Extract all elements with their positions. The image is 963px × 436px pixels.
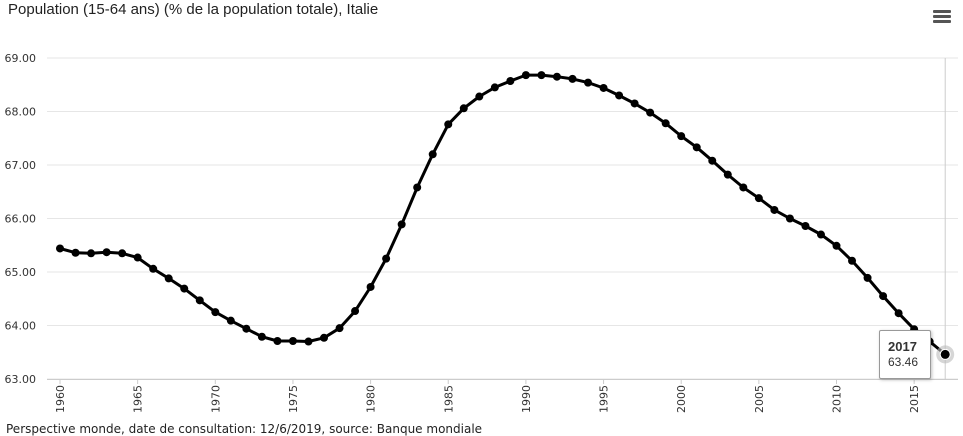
- data-point[interactable]: [118, 249, 127, 258]
- data-point[interactable]: [257, 332, 266, 341]
- data-point[interactable]: [226, 316, 235, 325]
- data-point[interactable]: [708, 156, 717, 165]
- x-tick-label: 1980: [365, 385, 378, 413]
- x-tick-label: 1975: [287, 385, 300, 413]
- data-point[interactable]: [304, 337, 313, 346]
- x-tick-label: 1960: [54, 385, 67, 413]
- data-point[interactable]: [584, 78, 593, 87]
- data-point[interactable]: [537, 71, 546, 80]
- data-point[interactable]: [428, 150, 437, 159]
- data-point[interactable]: [568, 74, 577, 83]
- series-line: [59, 73, 947, 356]
- data-point[interactable]: [56, 244, 64, 253]
- y-tick-label: 63.00: [5, 373, 37, 386]
- data-point[interactable]: [863, 273, 872, 282]
- data-point[interactable]: [444, 120, 453, 129]
- x-tick-label: 2005: [753, 385, 766, 413]
- data-point[interactable]: [739, 183, 748, 192]
- data-point[interactable]: [273, 337, 282, 346]
- data-point[interactable]: [661, 119, 670, 128]
- data-point[interactable]: [180, 284, 189, 293]
- data-point[interactable]: [785, 214, 794, 223]
- data-point[interactable]: [366, 282, 375, 291]
- data-point[interactable]: [848, 256, 857, 265]
- data-point[interactable]: [133, 253, 142, 262]
- data-point[interactable]: [521, 71, 530, 80]
- data-point[interactable]: [320, 333, 329, 342]
- data-point[interactable]: [211, 308, 220, 317]
- y-tick-label: 67.00: [5, 159, 37, 172]
- y-tick-label: 65.00: [5, 266, 37, 279]
- y-tick-label: 68.00: [5, 106, 37, 119]
- tooltip: 2017 63.46: [879, 330, 931, 379]
- x-tick-label: 1990: [520, 385, 533, 413]
- data-point[interactable]: [382, 254, 391, 263]
- x-tick-label: 2015: [908, 385, 921, 413]
- tooltip-year: 2017: [888, 339, 917, 354]
- data-point[interactable]: [195, 296, 204, 305]
- x-tick-label: 1970: [209, 385, 222, 413]
- x-tick-label: 1985: [442, 385, 455, 413]
- x-tick-label: 2000: [675, 385, 688, 413]
- y-tick-label: 66.00: [5, 213, 37, 226]
- data-point[interactable]: [754, 194, 763, 203]
- data-point[interactable]: [552, 72, 561, 81]
- data-point[interactable]: [242, 324, 251, 333]
- data-point[interactable]: [816, 230, 825, 239]
- data-point[interactable]: [832, 241, 841, 250]
- data-point[interactable]: [490, 83, 499, 92]
- chart-title: Population (15-64 ans) (% de la populati…: [8, 1, 379, 18]
- data-point[interactable]: [459, 104, 468, 113]
- data-point[interactable]: [723, 170, 732, 179]
- data-point[interactable]: [475, 92, 484, 101]
- hamburger-menu-icon[interactable]: [933, 10, 951, 24]
- data-point[interactable]: [894, 309, 903, 318]
- data-point[interactable]: [879, 292, 888, 301]
- y-tick-label: 69.00: [5, 52, 37, 65]
- data-point[interactable]: [599, 83, 608, 92]
- data-point[interactable]: [87, 249, 96, 258]
- data-point[interactable]: [102, 248, 111, 257]
- hovered-point[interactable]: [939, 348, 951, 360]
- data-point[interactable]: [397, 220, 406, 229]
- y-tick-label: 64.00: [5, 320, 37, 333]
- data-point[interactable]: [677, 132, 686, 141]
- data-point[interactable]: [770, 205, 779, 214]
- data-point[interactable]: [801, 221, 810, 230]
- x-tick-label: 1965: [132, 385, 145, 413]
- data-point[interactable]: [164, 274, 173, 283]
- data-point[interactable]: [615, 91, 624, 100]
- data-point[interactable]: [71, 248, 80, 257]
- data-point[interactable]: [288, 337, 297, 346]
- data-point[interactable]: [692, 143, 701, 152]
- data-point[interactable]: [351, 307, 360, 316]
- data-point[interactable]: [646, 108, 655, 117]
- source-footer: Perspective monde, date de consultation:…: [6, 422, 483, 436]
- data-point[interactable]: [506, 77, 515, 86]
- data-point[interactable]: [335, 324, 344, 333]
- data-point[interactable]: [413, 183, 422, 192]
- data-point[interactable]: [630, 99, 639, 108]
- x-tick-label: 1995: [598, 385, 611, 413]
- x-tick-label: 2010: [831, 385, 844, 413]
- tooltip-value: 63.46: [888, 355, 919, 369]
- data-point[interactable]: [149, 264, 158, 273]
